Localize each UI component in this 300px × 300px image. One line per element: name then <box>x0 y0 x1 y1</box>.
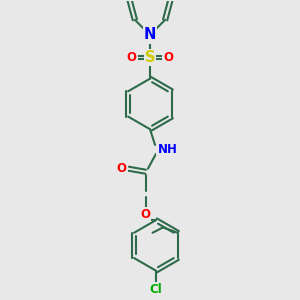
Text: NH: NH <box>158 143 177 156</box>
Text: S: S <box>145 50 155 65</box>
Text: N: N <box>144 28 156 43</box>
Text: O: O <box>164 51 173 64</box>
Text: Cl: Cl <box>150 283 162 296</box>
Text: O: O <box>140 208 151 221</box>
Text: O: O <box>127 51 136 64</box>
Text: O: O <box>117 162 127 175</box>
